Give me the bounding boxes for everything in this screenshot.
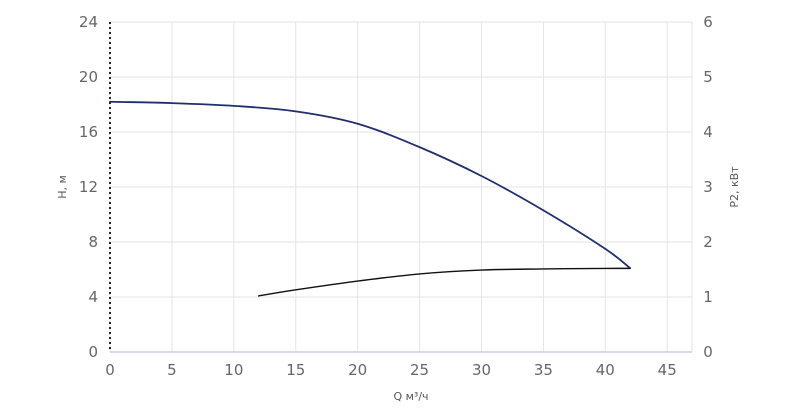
y-right-tick-label: 6 <box>703 13 713 31</box>
x-tick-label: 30 <box>472 361 491 379</box>
x-tick-label: 15 <box>286 361 305 379</box>
y-left-tick-label: 24 <box>79 13 98 31</box>
x-tick-label: 20 <box>348 361 367 379</box>
x-tick-label: 10 <box>224 361 243 379</box>
y-left-tick-label: 20 <box>79 68 98 86</box>
x-tick-label: 35 <box>534 361 553 379</box>
x-axis-title: Q м³/ч <box>393 390 428 403</box>
y-right-axis-title: P2, кВт <box>728 166 741 208</box>
y-right-tick-label: 4 <box>703 123 713 141</box>
y-right-tick-label: 0 <box>703 343 713 361</box>
x-tick-label: 5 <box>167 361 177 379</box>
y-right-tick-label: 5 <box>703 68 713 86</box>
y-right-tick-label: 1 <box>703 288 713 306</box>
y-right-tick-label: 2 <box>703 233 713 251</box>
x-tick-label: 0 <box>105 361 115 379</box>
y-left-tick-label: 16 <box>79 123 98 141</box>
power-curve <box>257 267 631 297</box>
x-tick-label: 40 <box>596 361 615 379</box>
series <box>109 100 631 297</box>
y-left-tick-label: 8 <box>88 233 98 251</box>
axes <box>109 22 693 353</box>
y-left-tick-label: 0 <box>88 343 98 361</box>
y-left-axis-title: H, м <box>56 175 69 199</box>
x-tick-label: 25 <box>410 361 429 379</box>
x-tick-label: 45 <box>658 361 677 379</box>
grid <box>109 21 692 353</box>
head-curve <box>109 100 631 270</box>
y-left-tick-label: 12 <box>79 178 98 196</box>
y-right-tick-label: 3 <box>703 178 713 196</box>
y-left-tick-label: 4 <box>88 288 98 306</box>
